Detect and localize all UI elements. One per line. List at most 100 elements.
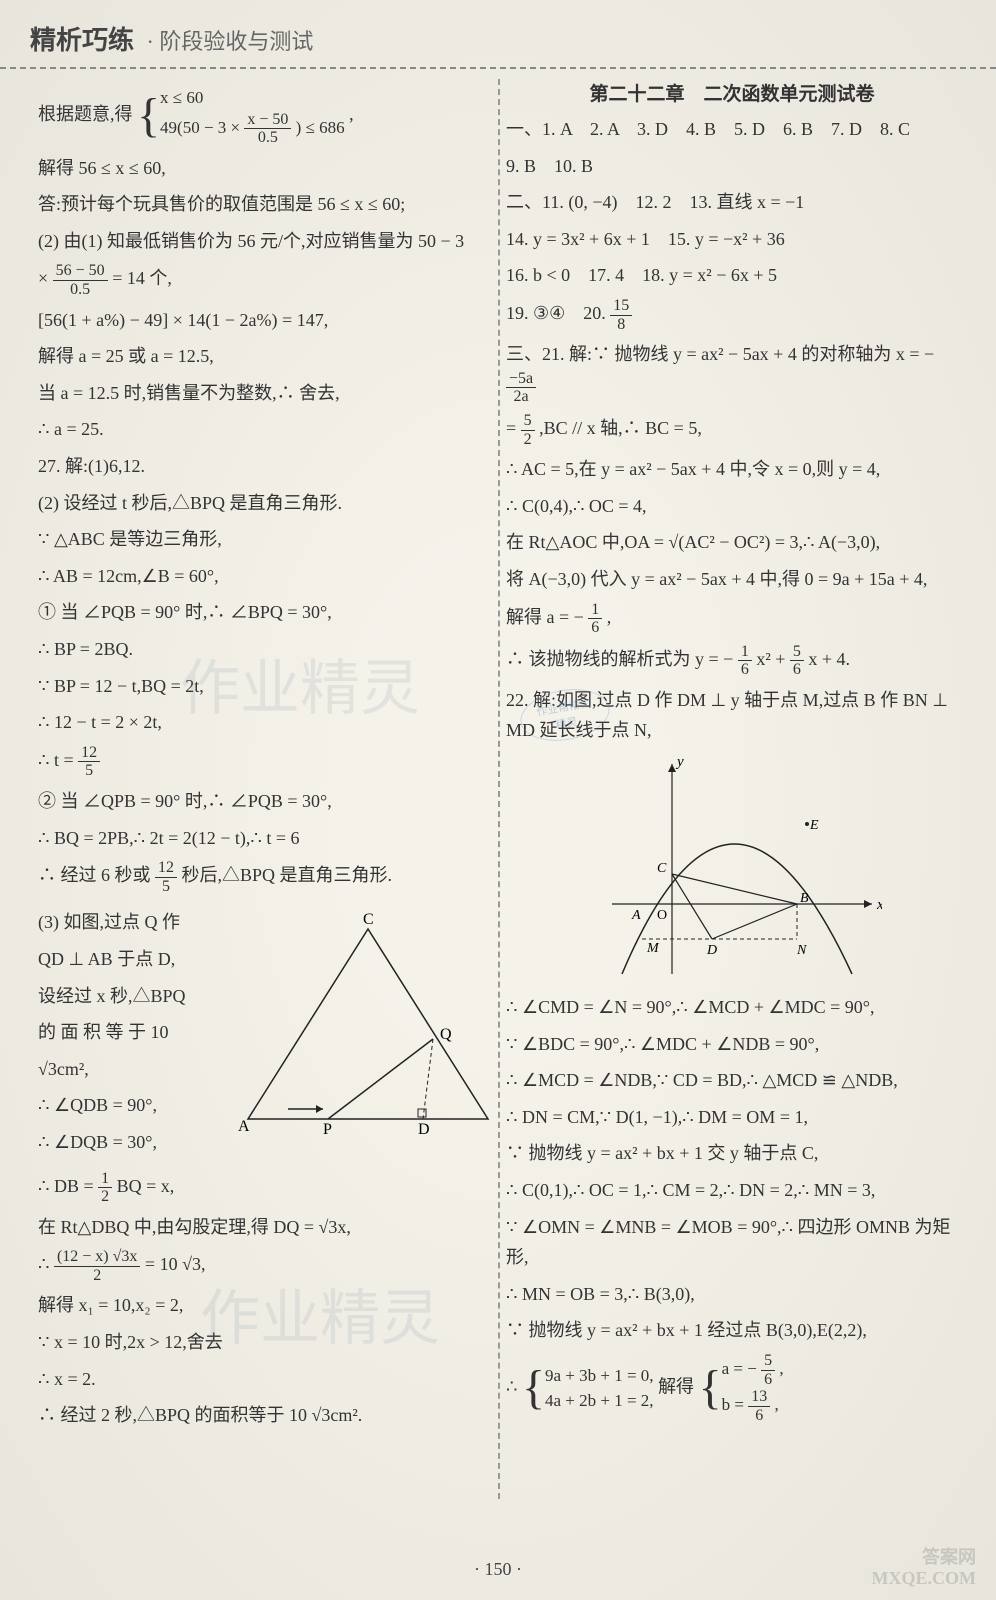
text-line: × 56 − 500.5 = 14 个, xyxy=(38,262,490,298)
fraction-den: 8 xyxy=(610,316,632,334)
parabola-diagram: x y O A B C D E M N xyxy=(582,754,882,984)
fraction-num: 12 xyxy=(78,744,100,763)
text-line: ∴ t = 125 xyxy=(38,744,490,780)
page-header: 精析巧练 · 阶段验收与测试 xyxy=(0,0,996,69)
svg-text:Q: Q xyxy=(440,1026,452,1043)
fraction-den: 5 xyxy=(78,762,100,780)
fraction-num: 1 xyxy=(98,1170,112,1189)
left-brace-icon: { xyxy=(522,1369,545,1407)
text-line: 解得 a = − 16 , xyxy=(506,601,958,637)
text: = xyxy=(506,418,521,438)
text: x + 4. xyxy=(808,649,850,669)
text-line: ∴ 该抛物线的解析式为 y = − 16 x² + 56 x + 4. xyxy=(506,643,958,679)
system-line: ) ≤ 686 xyxy=(296,118,345,137)
fraction-den: 6 xyxy=(790,661,804,679)
chapter-title: 第二十二章 二次函数单元测试卷 xyxy=(506,79,958,106)
fraction-den: 0.5 xyxy=(244,129,291,147)
text-line: 的 面 积 等 于 10 xyxy=(38,1017,228,1048)
fraction-den: 6 xyxy=(748,1407,770,1425)
left-column: 根据题意,得 { x ≤ 60 49(50 − 3 × x − 500.5 ) … xyxy=(30,79,498,1437)
svg-text:x: x xyxy=(876,897,882,913)
answer-line: 14. y = 3x² + 6x + 1 15. y = −x² + 36 xyxy=(506,224,958,255)
equation-system: ∴ { 9a + 3b + 1 = 0, 4a + 2b + 1 = 2, 解得… xyxy=(506,1352,958,1424)
svg-text:D: D xyxy=(706,943,717,958)
fraction-num: 12 xyxy=(155,859,177,878)
svg-text:y: y xyxy=(675,754,684,770)
svg-text:B: B xyxy=(800,891,809,906)
fraction-den: 2 xyxy=(54,1267,140,1285)
fraction-den: 6 xyxy=(738,661,752,679)
system-line: x ≤ 60 xyxy=(160,88,203,107)
fraction-num: x − 50 xyxy=(244,111,291,130)
page-number: · 150 · xyxy=(474,1559,522,1580)
text-line: 三、21. 解:∵ 抛物线 y = ax² − 5ax + 4 的对称轴为 x … xyxy=(506,339,958,406)
text-line: ∴ BP = 2BQ. xyxy=(38,634,490,665)
svg-text:D: D xyxy=(418,1121,430,1138)
fraction-num: 5 xyxy=(790,643,804,662)
text-line: ∵ 抛物线 y = ax² + bx + 1 交 y 轴于点 C, xyxy=(506,1138,958,1169)
text-line: ∴ 经过 2 秒,△BPQ 的面积等于 10 √3cm². xyxy=(38,1400,490,1431)
text-line: = 52 ,BC // x 轴,∴ BC = 5, xyxy=(506,412,958,448)
left-brace-icon: { xyxy=(699,1369,722,1407)
text-line: 解得 a = 25 或 a = 12.5, xyxy=(38,341,490,372)
text: , xyxy=(607,607,612,627)
text: 解得 a = − xyxy=(506,607,588,627)
text-line: ∵ BP = 12 − t,BQ = 2t, xyxy=(38,671,490,702)
svg-text:N: N xyxy=(796,943,807,958)
right-column: 第二十二章 二次函数单元测试卷 一、1. A 2. A 3. D 4. B 5.… xyxy=(498,79,966,1437)
left-brace-icon: { xyxy=(137,97,160,135)
text: ∴ 经过 6 秒或 xyxy=(38,865,151,885)
fraction-den: 0.5 xyxy=(53,281,108,299)
text: ∴ t = xyxy=(38,750,78,770)
header-title: 精析巧练 xyxy=(30,26,134,55)
text-line: 在 Rt△DBQ 中,由勾股定理,得 DQ = √3x, xyxy=(38,1212,490,1243)
stamp-text: 精灵 xyxy=(555,716,579,732)
text-line: 将 A(−3,0) 代入 y = ax² − 5ax + 4 中,得 0 = 9… xyxy=(506,564,958,595)
corner-watermark: 答案网 MXQE.COM xyxy=(872,1547,976,1590)
svg-text:C: C xyxy=(657,861,667,876)
text-line: ∴ MN = OB = 3,∴ B(3,0), xyxy=(506,1279,958,1310)
text-line: ∴ 经过 6 秒或 125 秒后,△BPQ 是直角三角形. xyxy=(38,859,490,895)
text: , xyxy=(779,1359,783,1378)
text: ∴ 该抛物线的解析式为 y = − xyxy=(506,649,738,669)
answer-line: 一、1. A 2. A 3. D 4. B 5. D 6. B 7. D 8. … xyxy=(506,114,958,145)
answer-line: 9. B 10. B xyxy=(506,151,958,182)
content-area: 根据题意,得 { x ≤ 60 49(50 − 3 × x − 500.5 ) … xyxy=(0,69,996,1447)
text-line: 设经过 x 秒,△BPQ xyxy=(38,981,228,1012)
text-line: √3cm², xyxy=(38,1054,228,1085)
text-line: ∴ 12 − t = 2 × 2t, xyxy=(38,707,490,738)
text-line: ∴ C(0,1),∴ OC = 1,∴ CM = 2,∴ DN = 2,∴ MN… xyxy=(506,1175,958,1206)
column-divider xyxy=(498,79,500,1499)
answer-line: 二、11. (0, −4) 12. 2 13. 直线 x = −1 xyxy=(506,187,958,218)
text: 19. ③④ 20. xyxy=(506,303,610,323)
fraction-num: 56 − 50 xyxy=(53,262,108,281)
text: ∴ DB = xyxy=(38,1176,98,1196)
triangle-diagram: A B C P D Q xyxy=(228,909,490,1139)
text-line: QD ⊥ AB 于点 D, xyxy=(38,944,228,975)
text: = 10 √3, xyxy=(145,1255,206,1275)
text-line: 当 a = 12.5 时,销售量不为整数,∴ 舍去, xyxy=(38,378,490,409)
fraction-num: 15 xyxy=(610,297,632,316)
system-line: 9a + 3b + 1 = 0, xyxy=(545,1366,654,1385)
text-line: ∴ ∠CMD = ∠N = 90°,∴ ∠MCD + ∠MDC = 90°, xyxy=(506,992,958,1023)
text: ,BC // x 轴,∴ BC = 5, xyxy=(539,418,702,438)
fraction-num: 1 xyxy=(588,601,602,620)
fraction-den: 5 xyxy=(155,878,177,896)
svg-text:E: E xyxy=(809,818,819,833)
text: ∴ xyxy=(38,1255,54,1275)
fraction-den: 6 xyxy=(588,619,602,637)
fraction-den: 2 xyxy=(521,431,535,449)
text-line: 解得 56 ≤ x ≤ 60, xyxy=(38,153,490,184)
text-line: 答:预计每个玩具售价的取值范围是 56 ≤ x ≤ 60; xyxy=(38,189,490,220)
svg-text:M: M xyxy=(646,941,660,956)
text-line: ∴ BQ = 2PB,∴ 2t = 2(12 − t),∴ t = 6 xyxy=(38,823,490,854)
fraction-num: 5 xyxy=(761,1352,775,1371)
text: = 14 个, xyxy=(112,269,172,289)
text-line: (2) 设经过 t 秒后,△BPQ 是直角三角形. xyxy=(38,488,490,519)
header-subtitle: · 阶段验收与测试 xyxy=(147,29,314,54)
text-line: (3) 如图,过点 Q 作 xyxy=(38,907,228,938)
text-line: ∵ ∠BDC = 90°,∴ ∠MDC + ∠NDB = 90°, xyxy=(506,1029,958,1060)
text-line: ∵ x = 10 时,2x > 12,舍去 xyxy=(38,1327,490,1358)
fraction-num: (12 − x) √3x xyxy=(54,1248,140,1267)
text-line: [56(1 + a%) − 49] × 14(1 − 2a%) = 147, xyxy=(38,305,490,336)
